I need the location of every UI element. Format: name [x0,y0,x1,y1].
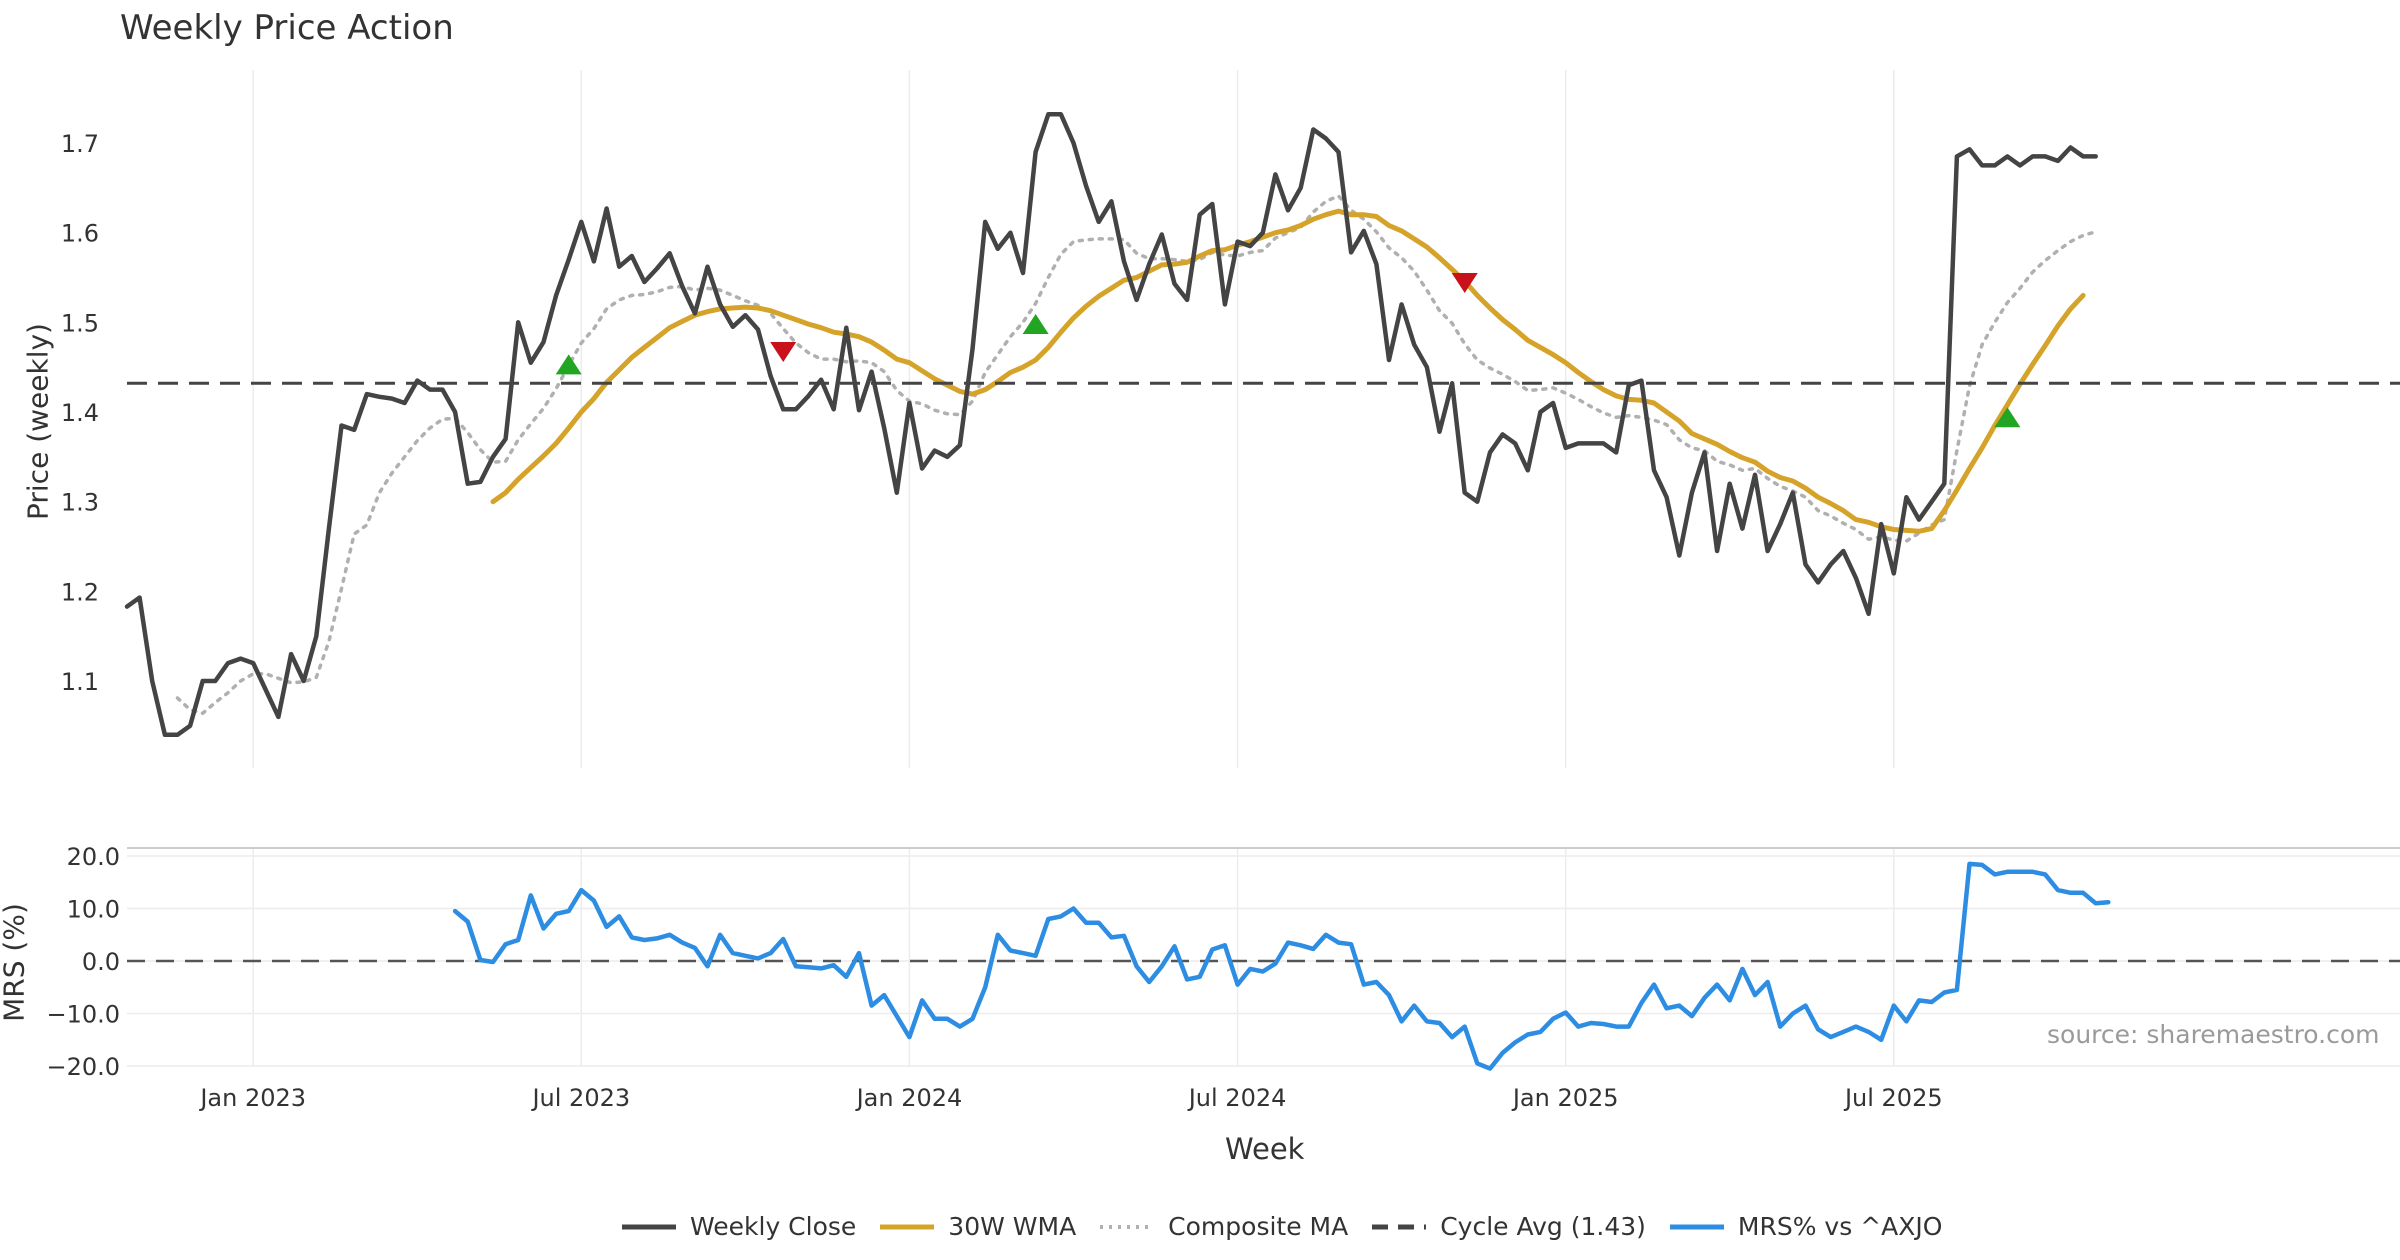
price-y-tick-label: 1.3 [61,489,99,517]
sell-signal-marker [770,342,797,363]
legend-swatch [880,1224,935,1229]
price-grid [252,70,1895,768]
legend-swatch [1372,1224,1427,1229]
mrs-y-tick-label: −10.0 [46,1001,120,1029]
legend-label: 30W WMA [948,1212,1077,1241]
legend-item-weekly-close: Weekly Close [620,1212,856,1241]
series-weekly-close-line [124,112,2098,738]
mrs-y-ticks: −20.0 −10.0 0.0 10.0 20.0 [46,843,120,1081]
mrs-y-tick-label: 20.0 [67,843,120,871]
buy-signal-marker [1994,407,2021,428]
sell-signal-marker [1451,272,1478,293]
signal-markers [555,272,2021,428]
legend-label: Composite MA [1168,1212,1349,1241]
x-axis-label: Week [1225,1132,1305,1166]
mrs-y-tick-label: 0.0 [82,948,120,976]
x-tick-label: Jan 2024 [855,1084,963,1112]
legend-label: Weekly Close [690,1212,857,1241]
buy-signal-marker [1022,314,1049,335]
source-watermark: source: sharemaestro.com [2047,1020,2380,1049]
x-tick-label: Jul 2024 [1187,1084,1287,1112]
series-30w-wma-line [490,208,2086,534]
legend-item-cycle-avg-1-43: Cycle Avg (1.43) [1370,1212,1646,1241]
mrs-y-tick-label: 10.0 [67,896,120,924]
legend-label: Cycle Avg (1.43) [1440,1212,1646,1241]
mrs-y-axis-label: MRS (%) [0,903,31,1022]
chart-title: Weekly Price Action [120,8,454,48]
price-y-tick-label: 1.7 [61,130,99,158]
legend-swatch [1669,1224,1724,1229]
price-y-tick-label: 1.1 [61,668,99,696]
x-tick-label: Jan 2025 [1511,1084,1619,1112]
price-y-tick-label: 1.2 [61,578,99,606]
buy-signal-marker [555,354,582,375]
legend-label: MRS% vs ^AXJO [1737,1212,1943,1241]
legend-swatch [622,1224,676,1229]
legend-swatch [1100,1224,1155,1229]
price-y-ticks: 1.1 1.2 1.3 1.4 1.5 1.6 1.7 [61,130,99,696]
mrs-y-tick-label: −20.0 [46,1053,120,1081]
series-mrs-vs-axjo-line [452,861,2111,1071]
price-series [124,112,2400,738]
legend-item-30w-wma: 30W WMA [878,1212,1076,1241]
mrs-series [127,861,2400,1071]
legend-item-composite-ma: Composite MA [1098,1212,1348,1241]
legend-item-mrs-vs-axjo: MRS% vs ^AXJO [1668,1212,1943,1241]
price-y-tick-label: 1.4 [61,399,99,427]
price-y-tick-label: 1.5 [61,309,99,337]
x-tick-label: Jul 2023 [530,1084,630,1112]
x-tick-label: Jan 2023 [198,1084,306,1112]
x-tick-label: Jul 2025 [1843,1084,1943,1112]
price-y-tick-label: 1.6 [61,220,99,248]
series-composite-ma-line [175,194,2098,716]
x-axis-ticks: Jan 2023 Jul 2023 Jan 2024 Jul 2024 Jan 2025… [198,1084,1942,1112]
price-y-axis-label: Price (weekly) [21,323,55,520]
chart-legend: Weekly Close 30W WMA Composite MA Cycle Avg… [620,1212,1964,1241]
